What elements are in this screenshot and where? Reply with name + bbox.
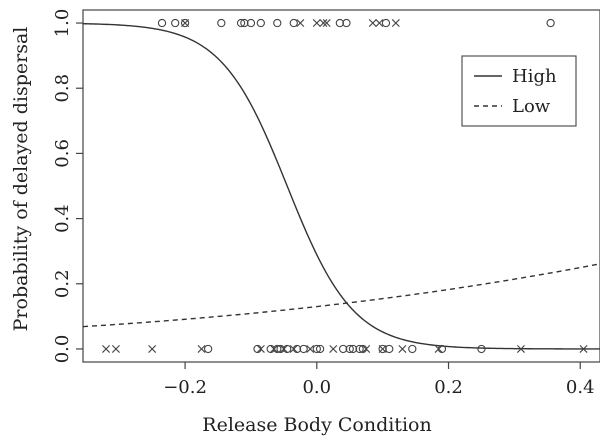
observation-cross — [296, 19, 305, 28]
observation-circle — [246, 18, 256, 28]
cross-stroke — [579, 344, 588, 353]
cross-stroke — [368, 19, 377, 28]
observation-circle — [180, 18, 190, 28]
cross-stroke — [296, 19, 305, 28]
observation-cross — [378, 344, 387, 353]
observation-cross — [312, 19, 321, 28]
observation-cross — [148, 344, 157, 353]
observation-circle — [477, 344, 486, 354]
observation-cross — [111, 344, 120, 353]
observation-cross — [102, 344, 111, 353]
observation-circle — [157, 18, 167, 28]
axes: −0.2 0.0 0.2 0.4 0.0 0.2 0.4 0.6 0.8 1.0 — [52, 9, 600, 398]
cross-stroke — [289, 344, 298, 353]
cross-stroke — [322, 19, 331, 28]
cross-stroke — [279, 344, 288, 353]
observation-circle — [378, 344, 387, 354]
observation-circle — [408, 344, 417, 354]
curve-low — [83, 263, 600, 328]
observation-cross — [368, 19, 377, 28]
observation-cross — [270, 344, 278, 353]
cross-stroke — [270, 344, 278, 353]
observation-cross — [319, 19, 328, 28]
observation-circle — [385, 344, 394, 354]
observation-circle — [217, 18, 226, 28]
observation-circle — [312, 344, 321, 354]
cross-stroke — [111, 344, 120, 353]
cross-stroke — [319, 19, 328, 28]
observation-cross — [362, 344, 371, 353]
x-tick-label: 0.0 — [302, 377, 331, 398]
plot-frame — [82, 9, 600, 363]
observation-circle — [348, 344, 358, 354]
legend-label-low: Low — [512, 96, 551, 117]
observation-circle — [289, 18, 298, 28]
observation-circle — [546, 18, 555, 28]
observation-cross — [434, 344, 443, 353]
y-axis-label: Probability of delayed dispersal — [10, 27, 32, 332]
cross-stroke — [256, 344, 265, 353]
observation-circle — [256, 18, 265, 28]
cross-stroke — [398, 344, 407, 353]
observation-cross — [181, 19, 190, 28]
x-tick-label: 0.2 — [434, 377, 463, 398]
cross-stroke — [148, 344, 157, 353]
observation-cross — [579, 344, 588, 353]
observation-circle — [273, 18, 282, 28]
x-axis-label: Release Body Condition — [202, 414, 431, 436]
observation-circle — [335, 18, 345, 28]
legend: High Low — [461, 55, 577, 127]
y-tick-label: 0.2 — [52, 269, 73, 298]
observation-circle — [299, 344, 308, 354]
cross-stroke — [181, 19, 190, 28]
observation-cross — [375, 19, 384, 28]
observation-cross — [289, 344, 298, 353]
cross-stroke — [197, 344, 206, 353]
observation-cross — [516, 344, 525, 353]
observation-cross — [197, 344, 206, 353]
observation-cross — [398, 344, 407, 353]
observation-circle — [171, 18, 180, 28]
cross-stroke — [391, 19, 400, 28]
observation-cross — [329, 344, 338, 353]
observation-circle — [315, 344, 325, 354]
observation-circle — [236, 18, 246, 28]
observation-circle — [338, 344, 348, 354]
observation-cross — [256, 344, 265, 353]
observation-points — [102, 18, 588, 354]
cross-stroke — [378, 344, 387, 353]
observation-circle — [240, 18, 249, 28]
legend-label-high: High — [512, 66, 557, 87]
curve-high — [83, 23, 600, 350]
cross-stroke — [329, 344, 338, 353]
observation-circle — [355, 344, 364, 354]
y-tick-label: 0.8 — [52, 74, 73, 103]
legend-box — [461, 55, 577, 127]
observation-circle — [342, 18, 351, 28]
x-tick-label: −0.2 — [163, 377, 207, 398]
observation-circle — [203, 344, 213, 354]
observation-cross — [391, 19, 400, 28]
observation-cross — [306, 344, 315, 353]
fitted-curves — [83, 23, 600, 350]
cross-stroke — [312, 19, 321, 28]
cross-stroke — [362, 344, 371, 353]
cross-stroke — [516, 344, 525, 353]
y-tick-label: 0.0 — [52, 335, 73, 364]
observation-circle — [381, 18, 391, 28]
cross-stroke — [434, 344, 443, 353]
observation-cross — [279, 344, 288, 353]
y-tick-label: 0.6 — [52, 139, 73, 168]
observation-circle — [345, 344, 354, 354]
observation-cross — [322, 19, 331, 28]
y-tick-label: 0.4 — [52, 204, 73, 233]
cross-stroke — [375, 19, 384, 28]
y-tick-label: 1.0 — [52, 9, 73, 38]
cross-stroke — [306, 344, 315, 353]
x-tick-label: 0.4 — [566, 377, 595, 398]
cross-stroke — [102, 344, 111, 353]
